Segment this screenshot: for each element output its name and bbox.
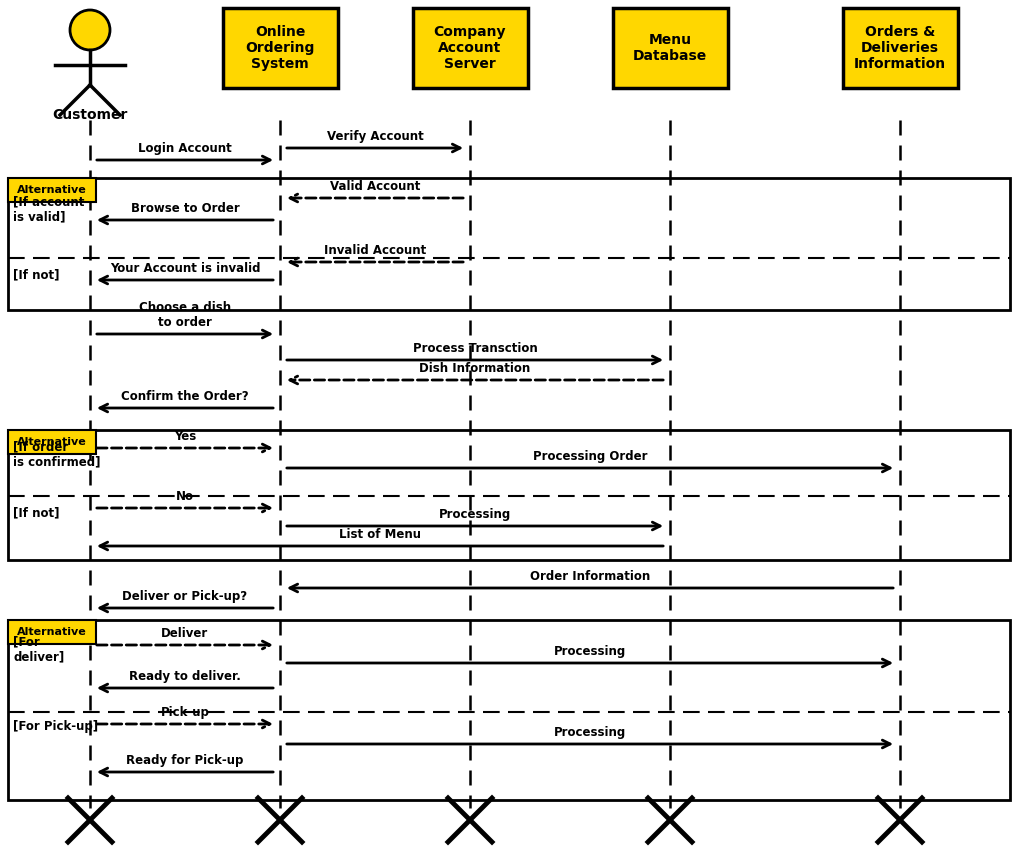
Text: Alternative: Alternative — [17, 627, 87, 637]
Text: Confirm the Order?: Confirm the Order? — [121, 390, 249, 403]
Text: Ready to deliver.: Ready to deliver. — [129, 670, 241, 683]
Bar — [222, 8, 338, 88]
Text: [For Pick-up]: [For Pick-up] — [13, 720, 98, 733]
Text: [If order
is confirmed]: [If order is confirmed] — [13, 440, 100, 468]
Text: Dish Information: Dish Information — [420, 362, 530, 375]
Text: Company
Account
Server: Company Account Server — [434, 25, 506, 71]
Text: Online
Ordering
System: Online Ordering System — [246, 25, 314, 71]
Bar — [8, 430, 1010, 560]
Text: Processing: Processing — [439, 508, 511, 521]
Text: Pick-up: Pick-up — [161, 706, 210, 719]
Bar — [843, 8, 957, 88]
Text: List of Menu: List of Menu — [339, 528, 421, 541]
Text: Deliver: Deliver — [162, 627, 209, 640]
Text: [If not]: [If not] — [13, 506, 59, 519]
Circle shape — [70, 10, 110, 50]
Text: Valid Account: Valid Account — [330, 180, 420, 193]
Text: Processing Order: Processing Order — [532, 450, 647, 463]
Bar — [8, 178, 1010, 310]
Text: Order Information: Order Information — [529, 570, 650, 583]
Bar — [612, 8, 727, 88]
Bar — [8, 620, 96, 644]
Text: Your Account is invalid: Your Account is invalid — [110, 262, 260, 275]
Text: Choose a dish
to order: Choose a dish to order — [139, 301, 231, 329]
Text: Process Transction: Process Transction — [413, 342, 538, 355]
Text: Login Account: Login Account — [138, 142, 231, 155]
Text: Alternative: Alternative — [17, 185, 87, 195]
Text: Customer: Customer — [52, 108, 128, 122]
Bar — [8, 178, 96, 202]
Text: Yes: Yes — [174, 430, 197, 443]
Text: [For
deliver]: [For deliver] — [13, 635, 65, 663]
Bar — [413, 8, 527, 88]
Text: Verify Account: Verify Account — [327, 130, 423, 143]
Text: Alternative: Alternative — [17, 437, 87, 447]
Text: Ready for Pick-up: Ready for Pick-up — [126, 754, 244, 767]
Text: [If account
is valid]: [If account is valid] — [13, 195, 84, 223]
Text: No: No — [176, 490, 194, 503]
Text: Processing: Processing — [554, 726, 626, 739]
Text: Deliver or Pick-up?: Deliver or Pick-up? — [123, 590, 248, 603]
Text: Menu
Database: Menu Database — [633, 33, 708, 63]
Text: Orders &
Deliveries
Information: Orders & Deliveries Information — [854, 25, 946, 71]
Text: Invalid Account: Invalid Account — [324, 244, 426, 257]
Text: Browse to Order: Browse to Order — [131, 202, 240, 215]
Text: Processing: Processing — [554, 645, 626, 658]
Bar — [8, 430, 96, 454]
Bar — [8, 620, 1010, 800]
Text: [If not]: [If not] — [13, 268, 59, 281]
